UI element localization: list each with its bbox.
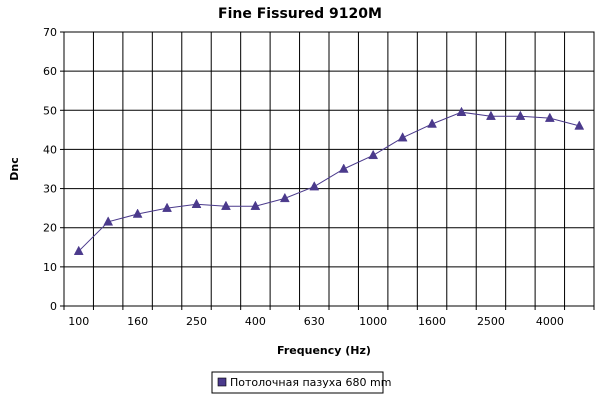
y-tick-label: 40 xyxy=(43,143,57,156)
data-point xyxy=(486,110,496,120)
grid xyxy=(64,31,594,307)
chart-title: Fine Fissured 9120M xyxy=(218,6,382,22)
data-point xyxy=(191,198,202,208)
data-point xyxy=(221,200,231,210)
data-point xyxy=(338,163,349,173)
legend-swatch xyxy=(217,377,227,387)
x-tick-label: 2500 xyxy=(477,315,505,328)
x-axis: 100 160 250 400 630 1000 1600 2500 4000 xyxy=(63,306,595,328)
data-point xyxy=(250,200,261,210)
y-axis: 0 10 20 30 40 50 60 70 xyxy=(43,26,64,313)
x-tick-label: 630 xyxy=(304,315,325,328)
x-tick-label: 250 xyxy=(186,315,207,328)
data-point xyxy=(103,216,114,226)
x-tick-label: 100 xyxy=(68,315,89,328)
data-point xyxy=(162,202,172,212)
data-point xyxy=(397,132,408,142)
x-tick-label: 1000 xyxy=(359,315,387,328)
x-tick-label: 160 xyxy=(127,315,148,328)
y-tick-label: 20 xyxy=(43,222,57,235)
data-point xyxy=(368,149,379,160)
series-group xyxy=(73,106,585,255)
x-tick-label: 4000 xyxy=(536,315,564,328)
x-tick-label: 400 xyxy=(245,315,266,328)
x-tick-label: 1600 xyxy=(418,315,446,328)
series-line xyxy=(78,111,580,252)
y-tick-label: 50 xyxy=(43,104,57,117)
legend-box xyxy=(211,371,384,394)
y-axis-label: Dnc xyxy=(8,157,21,180)
legend: Потолочная пазуха 680 mm xyxy=(211,371,391,394)
y-tick-label: 70 xyxy=(43,26,57,39)
legend-label: Потолочная пазуха 680 mm xyxy=(230,376,391,389)
data-point xyxy=(544,112,555,122)
y-tick-label: 0 xyxy=(50,300,57,313)
data-point xyxy=(456,106,467,116)
data-point xyxy=(279,192,290,203)
data-point xyxy=(574,120,585,130)
data-point xyxy=(73,245,84,255)
data-point xyxy=(427,118,437,128)
x-axis-label: Frequency (Hz) xyxy=(277,344,371,357)
data-point xyxy=(132,208,143,218)
data-point xyxy=(515,110,526,120)
y-tick-label: 60 xyxy=(43,65,57,78)
y-tick-label: 30 xyxy=(43,183,57,196)
data-point xyxy=(309,181,320,191)
y-tick-label: 10 xyxy=(43,261,57,274)
